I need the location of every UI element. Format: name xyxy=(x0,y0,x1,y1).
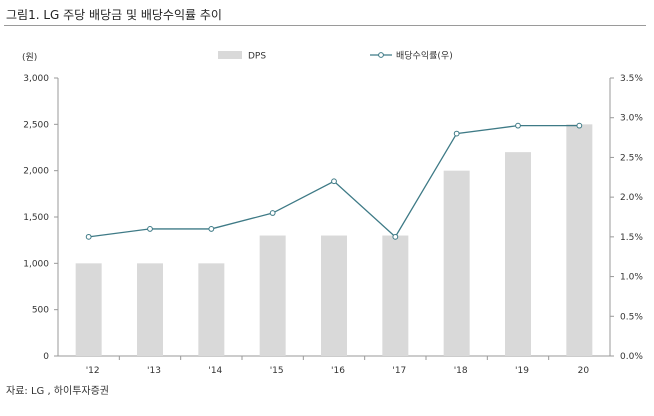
x-tick-label: '14 xyxy=(208,366,222,376)
line-point xyxy=(331,178,337,185)
y-left-unit-label: (원) xyxy=(22,52,37,63)
x-tick-label: '19 xyxy=(515,366,529,376)
y-left-tick-label: 500 xyxy=(32,306,49,316)
x-tick-label: '15 xyxy=(270,366,284,376)
line-point xyxy=(453,130,460,137)
line-point xyxy=(208,226,215,232)
y-left-tick-label: 2,000 xyxy=(23,167,49,177)
x-tick-label: '18 xyxy=(454,366,468,376)
legend-label-yield: 배당수익률(우) xyxy=(396,50,453,62)
y-right-tick-label: 2.0% xyxy=(620,193,643,203)
y-left-tick-label: 3,000 xyxy=(23,74,49,84)
title-divider xyxy=(4,25,646,26)
y-right-tick-label: 3.0% xyxy=(620,114,643,124)
legend: DPS 배당수익률(우) xyxy=(218,50,453,62)
line-point xyxy=(147,226,153,232)
bar xyxy=(566,124,593,356)
tick-labels: 0 500 1,000 1,500 2,000 2,500 3,000 0.0% 0.5% 1.0… xyxy=(22,52,643,376)
line-point xyxy=(515,122,521,129)
y-left-tick-label: 1,000 xyxy=(23,259,49,269)
y-right-tick-label: 1.0% xyxy=(620,273,643,283)
bar xyxy=(137,263,163,356)
bar xyxy=(259,235,286,356)
x-tick-label: 20 xyxy=(578,366,590,376)
line-point xyxy=(392,233,399,240)
x-tick-label: '16 xyxy=(331,366,345,376)
bar xyxy=(382,235,409,356)
x-tick-label: '12 xyxy=(86,366,100,376)
x-tick-label: '17 xyxy=(392,366,406,376)
legend-marker-yield xyxy=(378,52,384,58)
y-left-tick-label: 2,500 xyxy=(23,120,49,130)
bar xyxy=(443,170,470,356)
y-right-tick-label: 2.5% xyxy=(620,153,643,163)
line-point xyxy=(85,233,92,240)
y-right-tick-label: 1.5% xyxy=(620,233,643,243)
bar xyxy=(75,263,102,356)
yield-line xyxy=(85,122,583,240)
y-left-tick-label: 1,500 xyxy=(23,213,49,223)
legend-swatch-dps xyxy=(218,51,242,59)
legend-label-dps: DPS xyxy=(248,52,266,62)
bar xyxy=(321,235,347,356)
line-point xyxy=(269,210,276,216)
y-right-tick-label: 0.0% xyxy=(620,352,643,362)
y-right-tick-label: 3.5% xyxy=(620,74,643,84)
chart-title: 그림1. LG 주당 배당금 및 배당수익률 추이 xyxy=(6,8,222,22)
dps-bars xyxy=(75,124,593,356)
x-tick-label: '13 xyxy=(147,366,161,376)
bar xyxy=(198,263,225,356)
y-left-tick-label: 0 xyxy=(43,352,49,362)
line-point xyxy=(576,122,583,129)
y-right-tick-label: 0.5% xyxy=(620,312,643,322)
source-note: 자료: LG , 하이투자증권 xyxy=(6,386,110,397)
bar xyxy=(505,152,531,356)
